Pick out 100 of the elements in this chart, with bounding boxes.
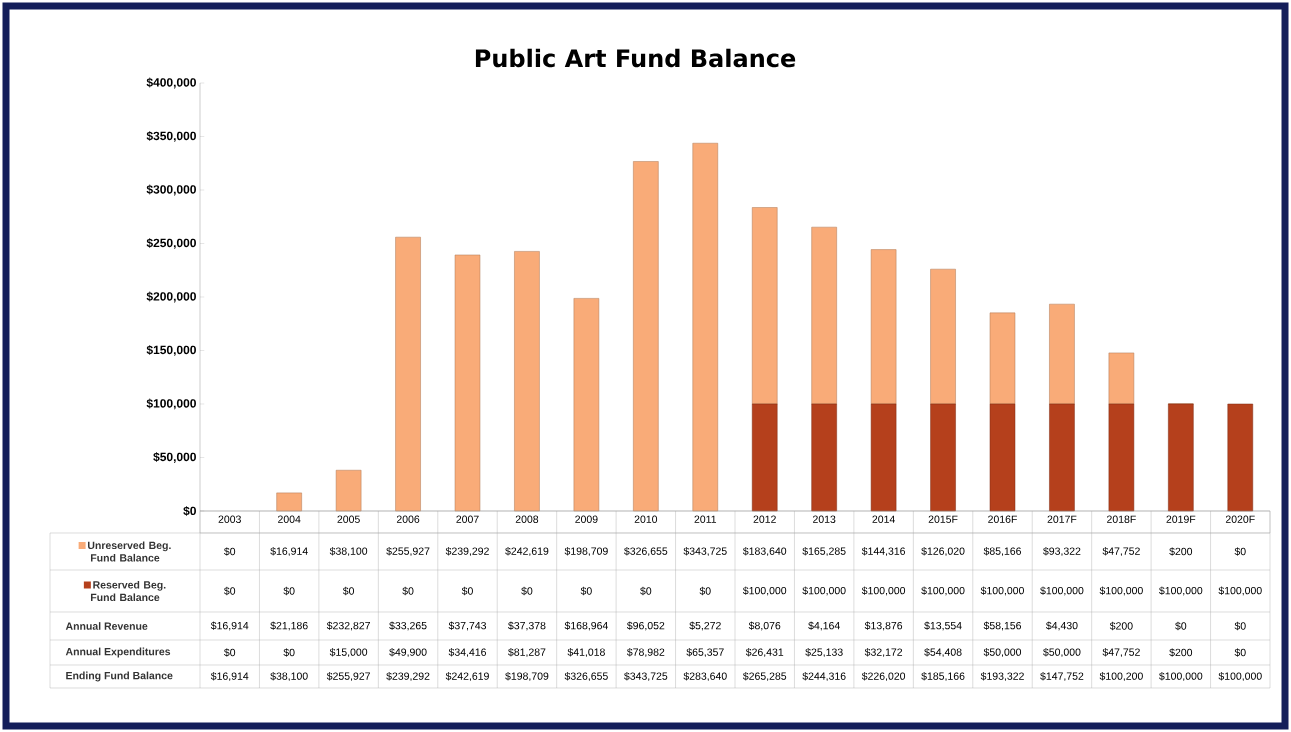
data-label: $16,914 <box>270 546 308 557</box>
data-label: $326,655 <box>624 546 668 557</box>
x-tick-label: 2020F <box>1225 515 1255 523</box>
text: $100,000 <box>1159 671 1203 682</box>
x-tick-label: 2006 <box>396 515 420 523</box>
data-label: $0 <box>224 547 236 556</box>
data-label: $100,000 <box>861 586 906 596</box>
data-label: $242,619 <box>505 546 549 557</box>
data-label: $47,752 <box>1102 546 1140 557</box>
data-label: $165,285 <box>802 546 846 557</box>
text: $0 <box>1175 621 1187 631</box>
data-label: $0 <box>521 586 533 596</box>
data-label: $0 <box>1234 547 1246 556</box>
data-label: $0 <box>640 586 652 596</box>
text: $16,914 <box>210 671 249 682</box>
text: $4,164 <box>808 621 840 631</box>
data-label: $100,000 <box>802 586 846 596</box>
x-tick-label: 2009 <box>575 515 598 523</box>
x-tick-label: 2007 <box>456 515 479 523</box>
text: $244,316 <box>802 671 846 682</box>
text: $147,752 <box>1040 671 1084 682</box>
x-tick-label: 2003 <box>218 515 241 523</box>
text: $0 <box>283 648 295 657</box>
data-label: $343,725 <box>683 546 727 557</box>
data-label: $100,000 <box>1218 586 1262 596</box>
y-tick-label: $300,000 <box>146 184 196 196</box>
text: $198,709 <box>505 671 549 682</box>
data-label: $0 <box>342 586 355 596</box>
text: $239,292 <box>386 671 430 682</box>
x-tick-label: 2004 <box>278 515 301 523</box>
y-tick-label: $400,000 <box>146 77 196 89</box>
text: $65,357 <box>686 647 724 658</box>
text: $16,914 <box>210 621 249 631</box>
x-tick-label: 2010 <box>634 515 658 523</box>
x-tick-label: 2018F <box>1107 515 1136 523</box>
x-tick-label: 2012 <box>753 515 776 523</box>
x-tick-label: 2013 <box>813 515 836 523</box>
text: $0 <box>1234 621 1246 631</box>
data-label: $0 <box>402 586 414 596</box>
text: $200 <box>1169 648 1193 657</box>
text: $38,100 <box>270 671 308 682</box>
text: $50,000 <box>1043 647 1081 658</box>
y-tick-label: $200,000 <box>146 291 196 303</box>
data-label: $126,020 <box>921 546 965 557</box>
data-label: $100,000 <box>921 586 965 596</box>
text: $100,000 <box>1218 671 1262 682</box>
text: $100,200 <box>1099 671 1143 682</box>
data-label: $0 <box>580 586 592 596</box>
data-label: $239,292 <box>445 546 489 557</box>
data-label: $85,166 <box>983 546 1022 557</box>
text: $168,964 <box>564 621 608 631</box>
text: $21,186 <box>270 621 308 631</box>
text: $81,287 <box>508 647 546 658</box>
text: $13,876 <box>864 621 903 631</box>
text: Annual Expenditures <box>65 647 171 658</box>
x-tick-label: 2008 <box>515 515 539 523</box>
text: $326,655 <box>564 671 608 682</box>
text: $50,000 <box>983 647 1022 658</box>
text: $37,743 <box>448 621 487 631</box>
x-tick-label: 2019F <box>1166 515 1196 523</box>
y-tick-label: $100,000 <box>146 398 196 410</box>
text: $0 <box>224 648 236 657</box>
y-tick-label: $350,000 <box>146 131 196 142</box>
data-label: $183,640 <box>742 546 787 557</box>
text: $49,900 <box>389 647 427 658</box>
text: $4,430 <box>1046 621 1078 631</box>
data-label: $0 <box>699 586 711 596</box>
data-label: $100,000 <box>742 586 787 596</box>
y-tick-label: $50,000 <box>153 452 196 463</box>
text: $232,827 <box>326 621 370 631</box>
data-label: $93,322 <box>1043 546 1081 557</box>
x-tick-label: 2011 <box>694 515 717 523</box>
text: $96,052 <box>626 621 665 631</box>
text: $200 <box>1109 621 1133 631</box>
text: $255,927 <box>326 671 370 682</box>
data-label: $0 <box>283 586 295 596</box>
text: $265,285 <box>742 671 787 682</box>
data-label: $144,316 <box>861 546 906 557</box>
data-label: $100,000 <box>980 586 1024 596</box>
text: Ending Fund Balance <box>66 671 173 682</box>
legend-label: Unreserved Beg. Fund Balance <box>87 541 171 562</box>
text: $25,133 <box>805 647 843 658</box>
chart-title: Public Art Fund Balance <box>475 48 796 68</box>
text: $193,322 <box>980 671 1024 682</box>
data-label: $38,100 <box>329 546 368 557</box>
legend-label: Reserved Beg. Fund Balance <box>91 580 166 602</box>
text: $343,725 <box>624 671 668 682</box>
text: $26,431 <box>745 647 784 658</box>
text: $0 <box>1234 648 1246 657</box>
x-tick-label: 2016F <box>988 515 1017 523</box>
x-tick-label: 2017F <box>1047 515 1077 523</box>
data-label: $100,000 <box>1159 586 1203 596</box>
data-label: $100,000 <box>1040 586 1084 596</box>
text: $283,640 <box>683 671 727 682</box>
data-label: $200 <box>1169 547 1193 556</box>
text: $32,172 <box>864 647 903 658</box>
y-tick-label: $0 <box>183 506 196 516</box>
x-tick-label: 2014 <box>872 515 895 523</box>
text: $34,416 <box>448 647 487 658</box>
data-label: $255,927 <box>386 546 430 557</box>
